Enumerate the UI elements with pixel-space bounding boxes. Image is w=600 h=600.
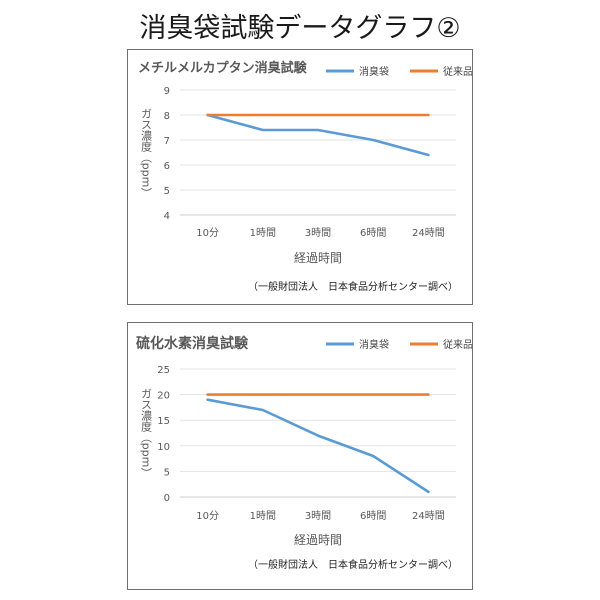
chart-panel-hydrogen-sulfide: 硫化水素消臭試験 消臭袋 従来品 0 5 10 15 20 25 10分 1時間 3時間 6時間 24時間… xyxy=(127,322,473,590)
y-tick-label: 25 xyxy=(157,365,170,376)
y-tick-label: 8 xyxy=(164,111,170,122)
x-tick-label: 3時間 xyxy=(305,227,331,239)
legend-label-1: 従来品 xyxy=(443,338,472,351)
y-tick-label: 5 xyxy=(164,186,170,197)
y-tick-label: 0 xyxy=(164,493,170,504)
y-tick-label: 6 xyxy=(164,161,170,172)
legend-label-0: 消臭袋 xyxy=(359,338,389,351)
y-tick-label: 20 xyxy=(157,391,170,402)
source-note: （一般財団法人 日本食品分析センター調べ） xyxy=(248,558,458,571)
y-tick-label: 7 xyxy=(164,136,170,147)
x-axis-title: 経過時間 xyxy=(294,251,342,265)
x-tick-label: 6時間 xyxy=(360,227,386,239)
x-tick-label: 1時間 xyxy=(250,227,276,239)
chart-methyl-mercaptan: メチルメルカプタン消臭試験 消臭袋 従来品 4 5 6 7 8 9 10分 1時間 3時間 6時間 24時… xyxy=(138,60,472,293)
y-tick-label: 5 xyxy=(164,467,170,478)
y-tick-label: 10 xyxy=(157,442,170,453)
x-tick-label: 10分 xyxy=(196,510,219,522)
y-axis-title: ガス濃度（ppm） xyxy=(140,387,153,478)
x-tick-label: 10分 xyxy=(196,227,219,239)
chart-title: メチルメルカプタン消臭試験 xyxy=(138,60,308,76)
y-tick-label: 9 xyxy=(164,86,170,97)
y-tick-label: 4 xyxy=(164,211,170,222)
x-tick-label: 24時間 xyxy=(412,510,445,522)
chart-title: 硫化水素消臭試験 xyxy=(136,335,249,352)
x-axis-title: 経過時間 xyxy=(294,533,342,547)
legend-label-0: 消臭袋 xyxy=(359,65,389,78)
x-tick-label: 1時間 xyxy=(250,510,276,522)
x-tick-label: 24時間 xyxy=(412,227,445,239)
y-tick-label: 15 xyxy=(157,416,170,427)
chart-panel-methyl-mercaptan: メチルメルカプタン消臭試験 消臭袋 従来品 4 5 6 7 8 9 10分 1時間 3時間 6時間 24時… xyxy=(127,49,473,305)
series-line-0 xyxy=(206,113,430,157)
source-note: （一般財団法人 日本食品分析センター調べ） xyxy=(248,280,458,293)
legend-label-1: 従来品 xyxy=(443,65,472,78)
x-tick-label: 3時間 xyxy=(305,510,331,522)
chart-hydrogen-sulfide: 硫化水素消臭試験 消臭袋 従来品 0 5 10 15 20 25 10分 1時間 3時間 6時間 24時間… xyxy=(136,335,472,571)
y-axis-title: ガス濃度（ppm） xyxy=(140,107,153,198)
x-tick-label: 6時間 xyxy=(360,510,386,522)
page-title: 消臭袋試験データグラフ② xyxy=(139,13,461,44)
